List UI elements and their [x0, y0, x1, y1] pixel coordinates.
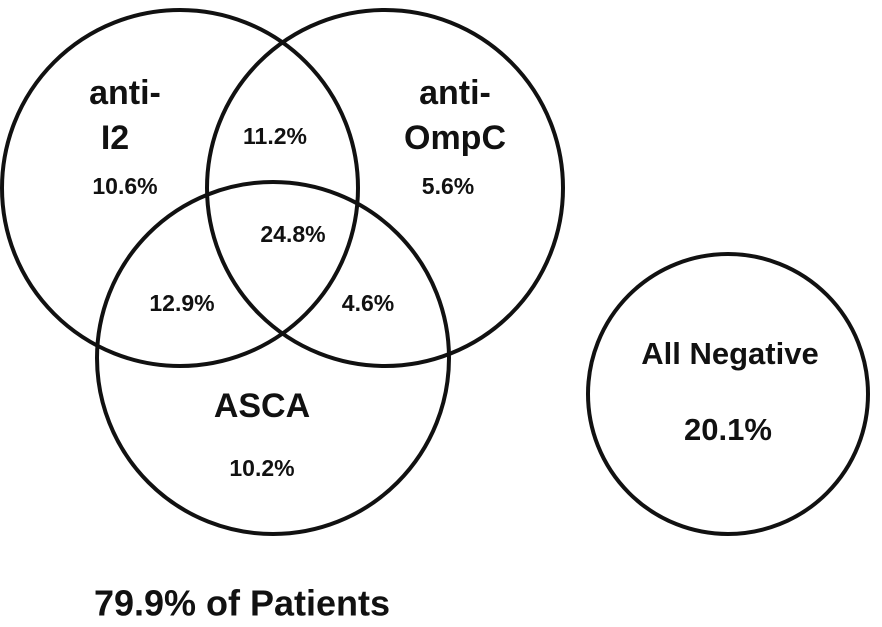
region-value: 4.6%	[342, 290, 394, 316]
region-value: 5.6%	[422, 173, 474, 199]
set-label: anti-	[419, 74, 491, 112]
set-label: OmpC	[404, 119, 506, 157]
set-circle	[205, 8, 565, 368]
negative-circle	[586, 252, 870, 536]
region-value: 10.2%	[229, 455, 294, 481]
region-value: 24.8%	[260, 221, 325, 247]
set-circle	[0, 8, 360, 368]
set-label: anti-	[89, 74, 161, 112]
set-label: I2	[101, 119, 129, 157]
region-value: 10.6%	[92, 173, 157, 199]
negative-label: All Negative	[641, 336, 818, 371]
footer: 79.9% of Patients	[94, 583, 390, 624]
region-value: 12.9%	[149, 290, 214, 316]
region-value: 11.2%	[243, 123, 307, 149]
set-label: ASCA	[214, 387, 310, 425]
negative-value: 20.1%	[684, 412, 772, 447]
set-circle	[95, 180, 451, 536]
